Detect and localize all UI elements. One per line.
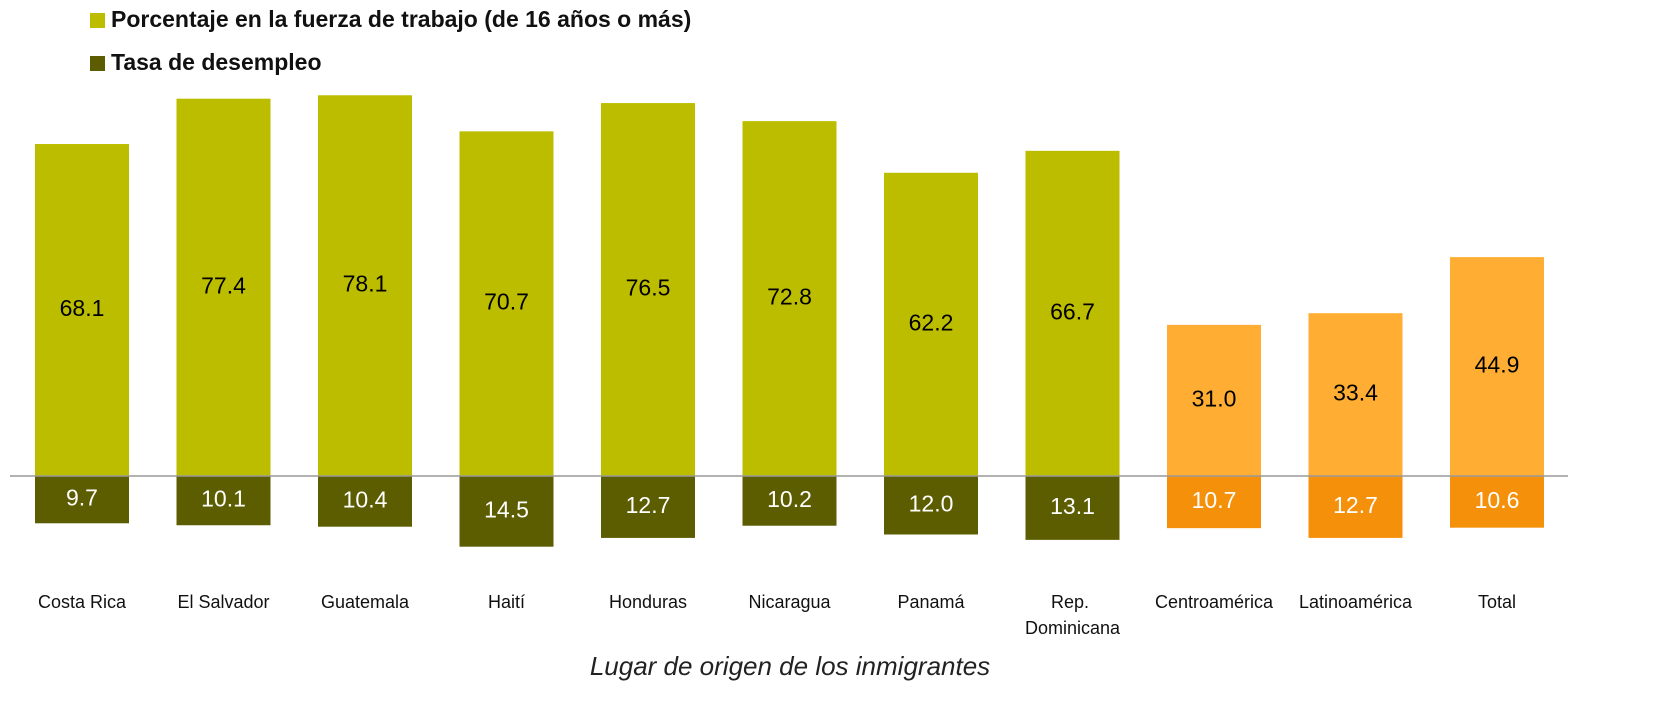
value-label: 12.7 [626, 492, 671, 518]
bar [884, 172, 978, 476]
x-tick-label: Centroamérica [1155, 592, 1274, 612]
bar [1308, 476, 1403, 538]
bar [742, 121, 837, 476]
bar [1167, 324, 1261, 476]
x-tick-label: El Salvador [177, 592, 269, 612]
value-label: 10.4 [343, 486, 388, 512]
x-tick-label: Rep. Dominicana [1025, 592, 1121, 638]
bar [1450, 257, 1544, 476]
bar [459, 131, 554, 476]
x-axis-label: Lugar de origen de los inmigrantes [590, 651, 990, 681]
x-tick-label: Panamá [897, 592, 965, 612]
value-label: 62.2 [909, 309, 954, 335]
bar [1025, 150, 1120, 476]
bar [459, 476, 554, 547]
value-label: 10.7 [1192, 487, 1237, 513]
bar [1025, 476, 1120, 540]
value-label: 76.5 [626, 275, 671, 301]
value-label: 14.5 [484, 496, 529, 522]
legend-label: Porcentaje en la fuerza de trabajo (de 1… [111, 6, 691, 32]
x-tick-label: Nicaragua [748, 592, 831, 612]
bar [1167, 476, 1261, 529]
value-label: 66.7 [1050, 298, 1095, 324]
bar [176, 476, 271, 526]
x-tick-label: Latinoamérica [1299, 592, 1413, 612]
value-label: 72.8 [767, 284, 812, 310]
value-label: 13.1 [1050, 493, 1095, 519]
bar [1450, 476, 1544, 528]
value-label: 68.1 [60, 295, 105, 321]
value-label: 9.7 [66, 485, 98, 511]
legend-swatch [90, 56, 105, 71]
bar [176, 98, 271, 477]
legend-label: Tasa de desempleo [111, 49, 322, 75]
x-tick-label: Guatemala [321, 592, 410, 612]
bar [318, 95, 412, 476]
bar [601, 476, 695, 538]
value-label: 70.7 [484, 289, 529, 315]
bar [601, 103, 695, 476]
x-tick-label: Costa Rica [38, 592, 127, 612]
legend-swatch [90, 13, 105, 28]
bar [742, 476, 837, 526]
bar [35, 144, 129, 476]
bar [35, 476, 129, 524]
value-label: 77.4 [201, 272, 246, 298]
x-tick-label: Haití [488, 592, 525, 612]
bar [318, 476, 412, 527]
value-label: 12.0 [909, 490, 954, 516]
bar [884, 476, 978, 535]
bar [1308, 313, 1403, 476]
value-label: 10.6 [1475, 487, 1520, 513]
value-label: 78.1 [343, 271, 388, 297]
value-label: 12.7 [1333, 492, 1378, 518]
value-label: 31.0 [1192, 386, 1237, 412]
value-label: 44.9 [1475, 352, 1520, 378]
value-label: 33.4 [1333, 380, 1378, 406]
x-tick-label: Honduras [609, 592, 687, 612]
x-tick-label: Total [1478, 592, 1516, 612]
value-label: 10.1 [201, 486, 246, 512]
value-label: 10.2 [767, 486, 812, 512]
